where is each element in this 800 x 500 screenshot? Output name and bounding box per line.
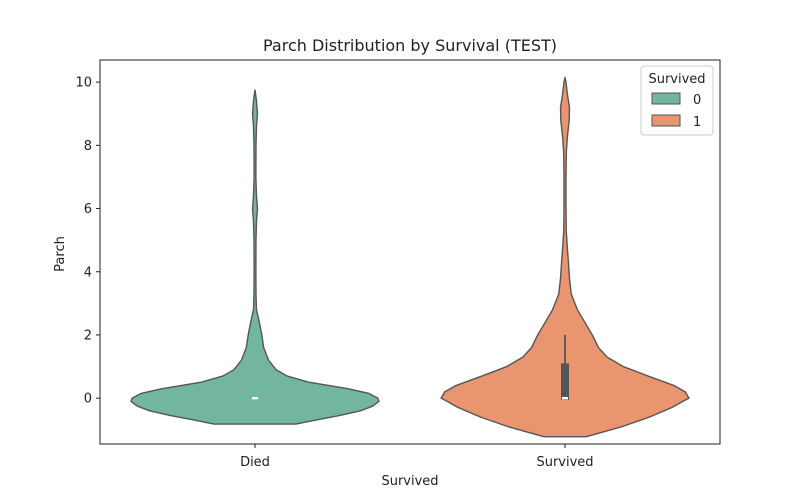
violin-layer xyxy=(130,76,690,438)
y-axis-label: Parch xyxy=(53,236,68,272)
violin-body-0 xyxy=(130,89,380,425)
y-tick-label: 8 xyxy=(84,139,92,154)
y-tick-label: 6 xyxy=(84,202,92,217)
x-axis-label: Survived xyxy=(381,474,438,489)
x-tick-label: Survived xyxy=(536,455,593,470)
violin-median-1 xyxy=(562,396,568,400)
legend-title: Survived xyxy=(648,72,705,87)
violin-median-0 xyxy=(252,396,258,400)
y-axis-ticks: 0 2 4 6 8 10 xyxy=(75,76,100,407)
chart-title: Parch Distribution by Survival (TEST) xyxy=(263,36,557,55)
x-tick-label: Died xyxy=(240,455,270,470)
legend-label-0: 0 xyxy=(693,93,701,108)
y-tick-label: 4 xyxy=(84,265,92,280)
legend-label-1: 1 xyxy=(693,115,701,130)
legend-swatch-1 xyxy=(651,114,681,127)
legend: Survived 0 1 xyxy=(640,65,714,136)
legend-swatch-0 xyxy=(651,92,681,105)
violin-body-1 xyxy=(440,76,690,438)
y-tick-label: 0 xyxy=(84,392,92,407)
plot-frame xyxy=(99,59,721,445)
y-tick-label: 2 xyxy=(84,328,92,343)
violin-iqr-box-1 xyxy=(561,363,569,400)
y-tick-label: 10 xyxy=(75,76,92,91)
x-axis-ticks: Died Survived xyxy=(240,444,594,470)
